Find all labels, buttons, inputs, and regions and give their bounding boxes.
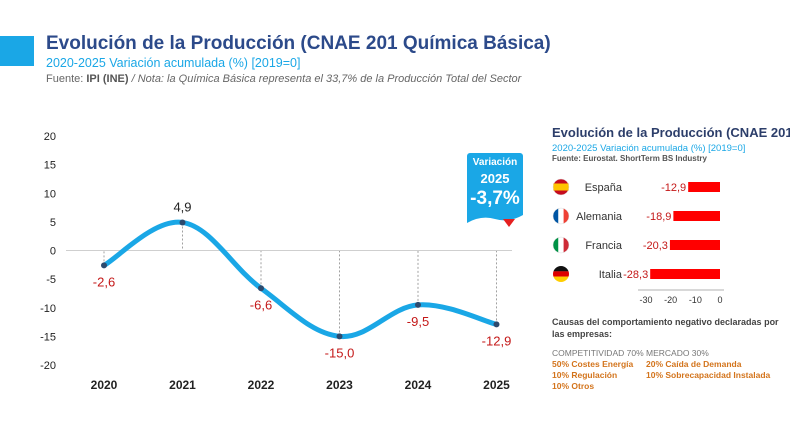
country-label: Alemania (576, 211, 623, 223)
badge-value: -3,7% (470, 188, 520, 209)
data-point (493, 321, 500, 328)
country-label: España (585, 182, 623, 194)
y-tick-label: 5 (50, 217, 56, 229)
data-point (258, 285, 264, 292)
data-point (179, 219, 186, 226)
x-tick-label: 2021 (169, 378, 196, 392)
country-value-label: -28,3 (623, 269, 648, 281)
cause-item: 50% Costes Energía (552, 359, 634, 369)
country-bar (673, 211, 720, 221)
down-arrow-icon (503, 219, 515, 227)
y-tick-label: -5 (46, 274, 56, 286)
data-label: -15,0 (325, 345, 355, 360)
cause-item: 10% Sobrecapacidad Instalada (646, 370, 771, 380)
production-series-line (101, 219, 499, 339)
y-tick-label: 20 (44, 131, 56, 143)
x-tick-label: 2024 (405, 378, 432, 392)
data-label: -12,9 (482, 333, 512, 348)
y-tick-label: 0 (50, 246, 56, 258)
y-tick-label: 10 (44, 188, 56, 200)
competitividad-header: COMPETITIVIDAD 70% (552, 348, 644, 358)
country-value-label: -20,3 (643, 240, 668, 252)
country-value-label: -12,9 (661, 182, 686, 194)
x-tick-label: 2023 (326, 378, 353, 392)
data-label: -2,6 (93, 274, 115, 289)
x-tick-label: 2025 (483, 378, 510, 392)
country-x-tick-label: -10 (689, 295, 702, 305)
country-bar (688, 182, 720, 192)
country-bar (650, 269, 720, 279)
country-panel-subtitle: 2020-2025 Variación acumulada (%) [2019=… (552, 143, 746, 154)
cause-item: 10% Otros (552, 381, 595, 391)
mercado-header: MERCADO 30% (646, 348, 709, 358)
spain-flag-icon (552, 178, 570, 196)
country-panel-source: Fuente: Eurostat. ShortTerm BS Industry (552, 154, 707, 163)
country-x-tick-label: -20 (664, 295, 677, 305)
cause-item: 20% Caída de Demanda (646, 359, 742, 369)
mercado-column: MERCADO 30% 20% Caída de Demanda 10% Sob… (646, 348, 770, 381)
country-label: Italia (599, 269, 623, 281)
source-note: Fuente: IPI (INE) / Nota: la Química Bás… (46, 73, 522, 85)
x-tick-label: 2020 (91, 378, 118, 392)
cause-item: 10% Regulación (552, 370, 618, 380)
country-x-tick-label: 0 (717, 295, 722, 305)
germany-flag-icon (553, 266, 569, 282)
badge-wave (467, 211, 523, 229)
country-value-label: -18,9 (646, 211, 671, 223)
page-title: Evolución de la Producción (CNAE 201 Quí… (46, 33, 551, 54)
x-tick-label: 2022 (248, 378, 275, 392)
page-subtitle: 2020-2025 Variación acumulada (%) [2019=… (46, 56, 301, 70)
variation-2025-badge: Variación 2025 -3,7% (467, 153, 523, 229)
data-point (415, 301, 421, 308)
badge-label: Variación (472, 157, 518, 168)
competitividad-column: COMPETITIVIDAD 70% 50% Costes Energía 10… (552, 348, 644, 392)
y-tick-label: -15 (40, 331, 56, 343)
data-label: 4,9 (173, 199, 191, 214)
country-label: Francia (585, 240, 623, 252)
y-tick-label: 15 (44, 160, 56, 172)
italy-flag-icon (552, 236, 570, 254)
y-tick-label: -20 (40, 360, 56, 372)
badge-year: 2025 (480, 171, 510, 186)
header-accent-bar (0, 36, 34, 66)
country-panel-title: Evolución de la Producción (CNAE 201 QB) (552, 125, 790, 140)
causes-title: Causas del comportamiento negativo decla… (552, 317, 779, 339)
data-point (336, 333, 343, 340)
y-tick-label: -10 (40, 303, 56, 315)
country-bar (669, 240, 720, 250)
country-x-tick-label: -30 (639, 295, 652, 305)
data-point (101, 262, 107, 269)
france-flag-icon (552, 207, 570, 225)
data-label: -9,5 (407, 314, 429, 329)
data-label: -6,6 (250, 297, 272, 312)
